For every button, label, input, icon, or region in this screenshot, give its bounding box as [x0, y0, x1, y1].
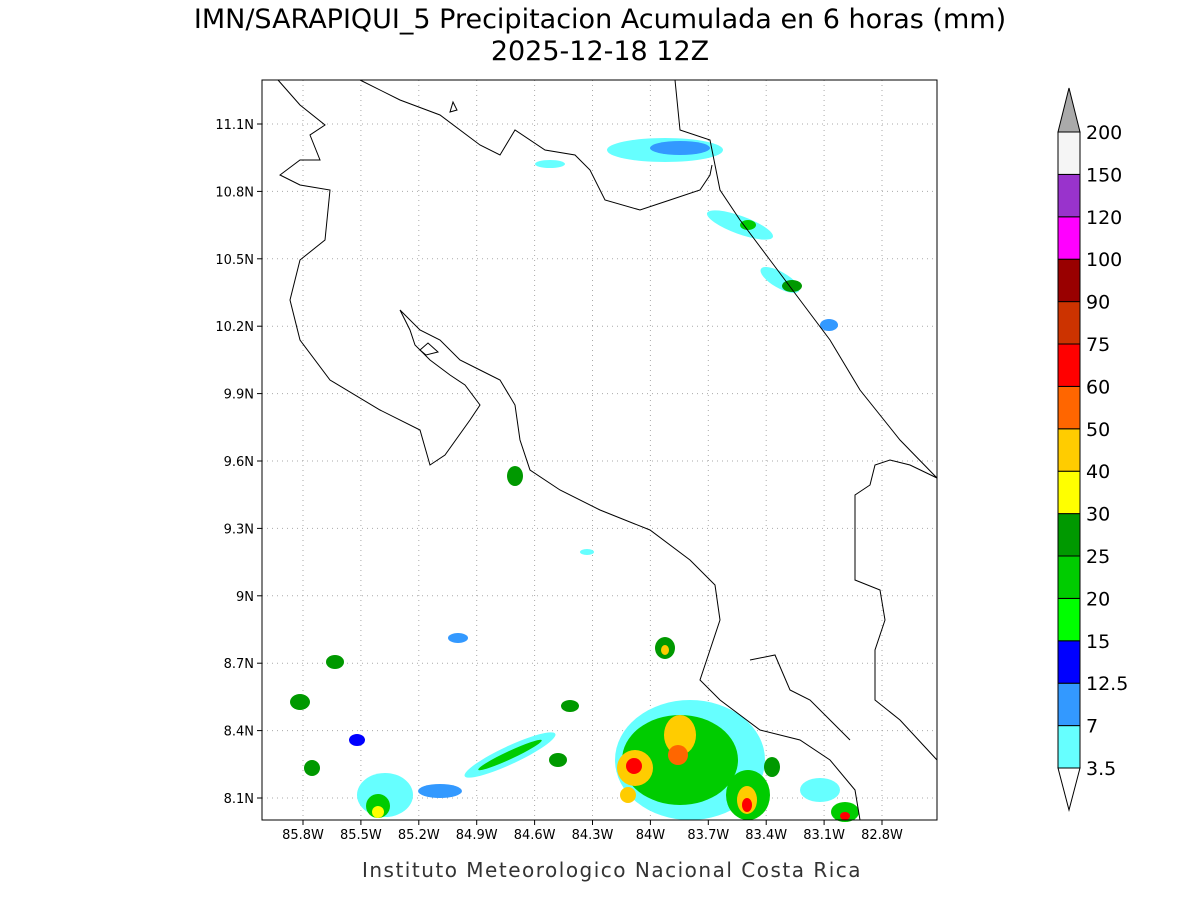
colorbar-segment — [1057, 470, 1081, 515]
colorbar-segment — [1057, 343, 1081, 387]
colorbar-segment — [1057, 301, 1081, 345]
lat-tick-label: 9.3N — [224, 522, 254, 537]
lon-tick-label: 85.2W — [398, 828, 440, 843]
colorbar-label: 90 — [1086, 292, 1110, 314]
colorbar-label: 40 — [1086, 461, 1110, 483]
colorbar-segment — [1057, 173, 1081, 218]
colorbar-label: 12.5 — [1086, 673, 1128, 695]
lat-tick-label: 9.6N — [224, 455, 254, 470]
map — [261, 79, 938, 822]
lon-tick-label: 85.5W — [340, 828, 382, 843]
colorbar-label: 20 — [1086, 588, 1110, 610]
colorbar: 3.5 7 12.5 15 20 25 30 40 50 60 75 90 100 120 150 200 — [1057, 87, 1128, 812]
colorbar-segment — [1057, 725, 1081, 769]
lat-tick-label: 10.2N — [215, 320, 254, 335]
colorbar-label: 100 — [1086, 249, 1122, 271]
lat-tick-label: 9N — [236, 590, 254, 605]
lat-tick-label: 10.8N — [215, 185, 254, 200]
colorbar-segment — [1057, 385, 1081, 430]
colorbar-label: 75 — [1086, 334, 1110, 356]
lat-tick-label: 10.5N — [215, 253, 254, 268]
footer-credit: Instituto Meteorologico Nacional Costa R… — [362, 858, 862, 882]
subtitle: 2025-12-18 12Z — [491, 36, 709, 67]
colorbar-bottom-arrow — [1057, 767, 1081, 812]
colorbar-segment — [1057, 682, 1081, 727]
lon-tick-label: 85.8W — [282, 828, 324, 843]
lat-tick-label: 9.9N — [224, 388, 254, 403]
colorbar-label: 50 — [1086, 419, 1110, 441]
colorbar-top-arrow — [1057, 87, 1081, 133]
colorbar-segment — [1057, 597, 1081, 642]
colorbar-segment — [1057, 640, 1081, 684]
lat-tick-label: 8.7N — [224, 657, 254, 672]
precip — [290, 138, 859, 822]
coastlines — [277, 79, 938, 821]
colorbar-segment — [1057, 428, 1081, 472]
map-frame-bg — [262, 80, 937, 820]
colorbar-segment — [1057, 513, 1081, 557]
colorbar-label: 25 — [1086, 546, 1110, 568]
colorbar-label: 200 — [1086, 122, 1122, 144]
colorbar-segment — [1057, 131, 1081, 175]
map-frame — [261, 79, 938, 821]
colorbar-label: 3.5 — [1086, 758, 1116, 780]
colorbar-segment — [1057, 216, 1081, 260]
colorbar-segment — [1057, 258, 1081, 303]
lat-tick-label: 11.1N — [215, 118, 254, 133]
colorbar-label: 7 — [1086, 716, 1098, 738]
lat-tick-label: 8.1N — [224, 792, 254, 807]
colorbar-label: 15 — [1086, 631, 1110, 653]
colorbar-segment — [1057, 555, 1081, 599]
lon-tick-label: 84W — [636, 828, 666, 843]
lon-tick-label: 84.9W — [456, 828, 498, 843]
colorbar-label: 60 — [1086, 376, 1110, 398]
title: IMN/SARAPIQUI_5 Precipitacion Acumulada … — [194, 4, 1006, 35]
colorbar-label: 30 — [1086, 504, 1110, 526]
colorbar-label: 120 — [1086, 207, 1122, 229]
colorbar-label: 150 — [1086, 164, 1122, 186]
lat-tick-label: 8.4N — [224, 725, 254, 740]
lon-tick-label: 84.3W — [572, 828, 614, 843]
lon-tick-label: 82.8W — [861, 828, 903, 843]
lon-tick-label: 84.6W — [514, 828, 556, 843]
lon-tick-label: 83.7W — [687, 828, 729, 843]
lon-tick-label: 83.1W — [803, 828, 845, 843]
lon-tick-label: 83.4W — [745, 828, 787, 843]
